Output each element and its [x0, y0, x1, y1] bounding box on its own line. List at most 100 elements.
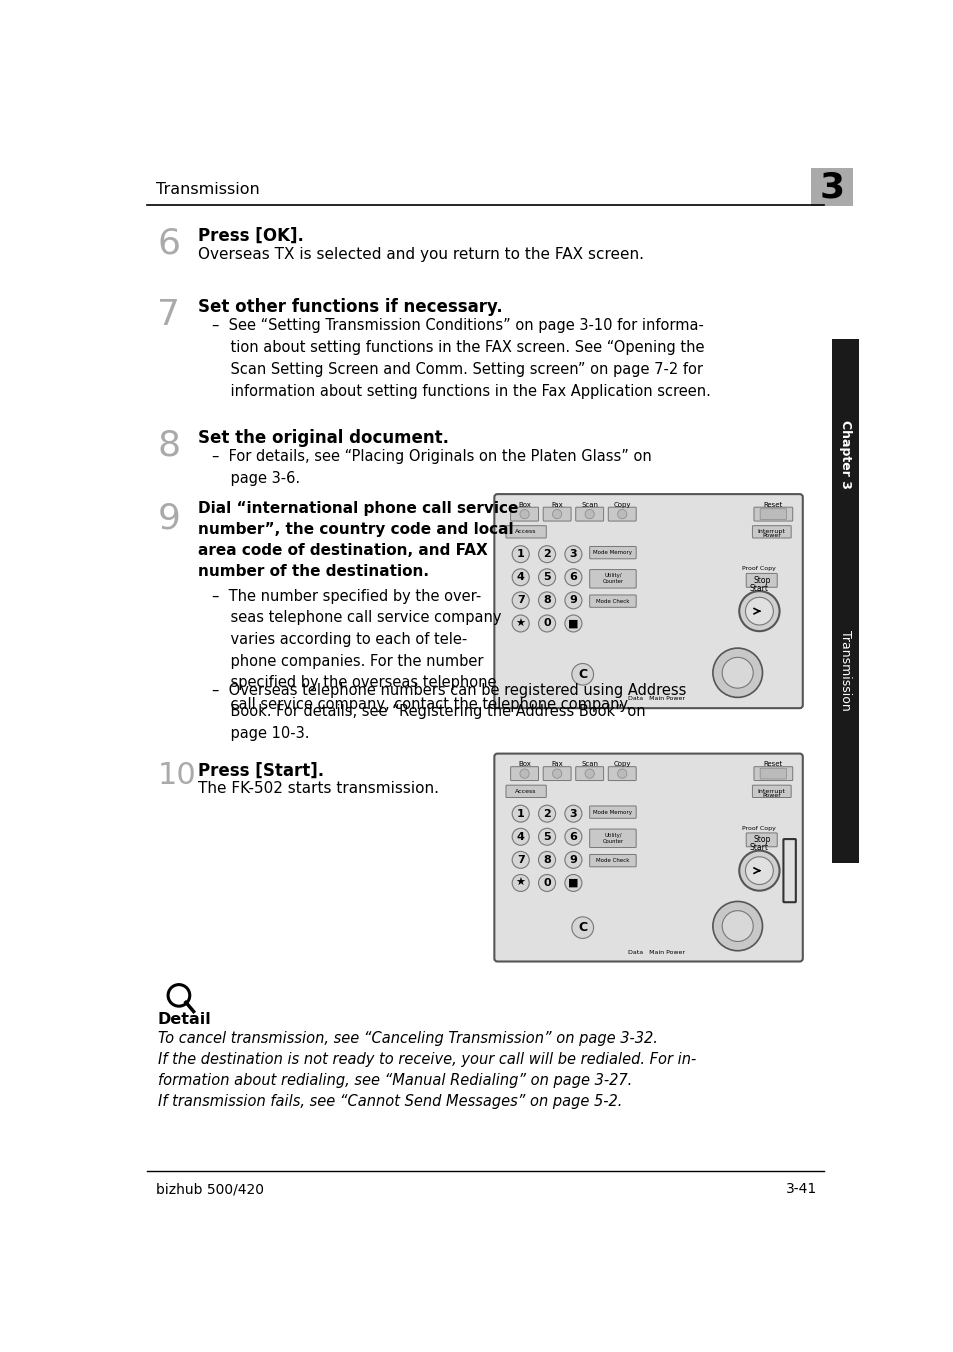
FancyBboxPatch shape [589, 806, 636, 818]
Circle shape [584, 769, 594, 779]
FancyBboxPatch shape [760, 508, 785, 519]
FancyBboxPatch shape [505, 786, 546, 798]
Text: To cancel transmission, see “Canceling Transmission” on page 3-32.: To cancel transmission, see “Canceling T… [158, 1030, 658, 1046]
Text: 6: 6 [569, 831, 577, 842]
FancyBboxPatch shape [575, 507, 603, 521]
Circle shape [537, 615, 555, 631]
Text: Data   Main Power: Data Main Power [627, 696, 684, 702]
Circle shape [537, 852, 555, 868]
Text: ★: ★ [516, 877, 525, 888]
Text: 10: 10 [158, 761, 196, 791]
FancyBboxPatch shape [589, 595, 636, 607]
Text: Stop: Stop [752, 836, 770, 845]
Text: Access: Access [515, 530, 537, 534]
Circle shape [537, 829, 555, 845]
Circle shape [512, 875, 529, 891]
Text: 3: 3 [569, 808, 577, 819]
Text: 2: 2 [542, 808, 550, 819]
Circle shape [584, 510, 594, 519]
Text: 8: 8 [542, 854, 550, 865]
Circle shape [712, 902, 761, 950]
FancyBboxPatch shape [589, 546, 636, 558]
Circle shape [537, 806, 555, 822]
Text: 5: 5 [542, 572, 550, 583]
Circle shape [512, 592, 529, 608]
FancyBboxPatch shape [745, 573, 777, 587]
Circle shape [519, 510, 529, 519]
Text: Dial “international phone call service
number”, the country code and local
area : Dial “international phone call service n… [198, 502, 518, 579]
Text: 1: 1 [517, 808, 524, 819]
Circle shape [552, 769, 561, 779]
Text: Mode Memory: Mode Memory [593, 810, 632, 815]
Circle shape [564, 569, 581, 585]
FancyBboxPatch shape [510, 767, 537, 780]
Text: Box: Box [517, 761, 531, 768]
Text: The FK-502 starts transmission.: The FK-502 starts transmission. [198, 781, 438, 796]
FancyBboxPatch shape [608, 507, 636, 521]
Text: 9: 9 [157, 502, 180, 535]
Text: Chapter 3: Chapter 3 [838, 420, 851, 489]
FancyBboxPatch shape [494, 493, 802, 708]
Text: Proof Copy: Proof Copy [741, 826, 776, 830]
Circle shape [564, 615, 581, 631]
Text: Start: Start [749, 584, 768, 592]
Bar [831, 339, 858, 863]
Text: 5: 5 [542, 831, 550, 842]
FancyBboxPatch shape [745, 833, 777, 846]
Text: Utility/
Counter: Utility/ Counter [601, 833, 623, 844]
Text: Start: Start [749, 844, 768, 852]
Circle shape [552, 510, 561, 519]
Circle shape [744, 598, 773, 625]
FancyBboxPatch shape [505, 526, 546, 538]
Text: If transmission fails, see “Cannot Send Messages” on page 5-2.: If transmission fails, see “Cannot Send … [158, 1094, 621, 1109]
Text: –  For details, see “Placing Originals on the Platen Glass” on
    page 3-6.: – For details, see “Placing Originals on… [212, 449, 651, 485]
Circle shape [739, 591, 779, 631]
Text: Reset: Reset [763, 761, 782, 768]
Text: Box: Box [517, 502, 531, 508]
Text: ■: ■ [568, 618, 578, 629]
Circle shape [537, 569, 555, 585]
Circle shape [712, 648, 761, 698]
FancyBboxPatch shape [575, 767, 603, 780]
FancyBboxPatch shape [542, 767, 571, 780]
Text: 7: 7 [517, 854, 524, 865]
Text: Set the original document.: Set the original document. [198, 429, 449, 446]
Circle shape [512, 829, 529, 845]
Text: Data   Main Power: Data Main Power [627, 949, 684, 955]
Text: 3: 3 [819, 170, 844, 204]
Text: Scan: Scan [580, 502, 598, 508]
Circle shape [537, 546, 555, 562]
Text: C: C [578, 668, 587, 681]
Circle shape [617, 510, 626, 519]
Circle shape [564, 875, 581, 891]
Circle shape [744, 857, 773, 884]
Text: Transmission: Transmission [156, 183, 260, 197]
Text: Copy: Copy [613, 502, 630, 508]
FancyBboxPatch shape [752, 526, 790, 538]
FancyBboxPatch shape [753, 507, 792, 521]
Text: Power: Power [761, 792, 781, 798]
Text: Fax: Fax [551, 502, 562, 508]
Text: If the destination is not ready to receive, your call will be redialed. For in-
: If the destination is not ready to recei… [158, 1052, 696, 1088]
Text: 3-41: 3-41 [784, 1183, 816, 1197]
Text: 9: 9 [569, 595, 577, 606]
Text: Scan: Scan [580, 761, 598, 768]
Circle shape [617, 769, 626, 779]
Text: Utility/
Counter: Utility/ Counter [601, 573, 623, 584]
Circle shape [537, 592, 555, 608]
Circle shape [564, 592, 581, 608]
Circle shape [721, 657, 753, 688]
FancyBboxPatch shape [510, 507, 537, 521]
FancyBboxPatch shape [589, 829, 636, 848]
FancyBboxPatch shape [752, 786, 790, 798]
Circle shape [512, 615, 529, 631]
Circle shape [512, 852, 529, 868]
Text: 4: 4 [517, 831, 524, 842]
Circle shape [564, 806, 581, 822]
Circle shape [512, 546, 529, 562]
Text: Overseas TX is selected and you return to the FAX screen.: Overseas TX is selected and you return t… [198, 247, 643, 262]
Text: Press [Start].: Press [Start]. [198, 761, 324, 779]
Text: Reset: Reset [763, 502, 782, 508]
Text: 6: 6 [569, 572, 577, 583]
Circle shape [564, 829, 581, 845]
